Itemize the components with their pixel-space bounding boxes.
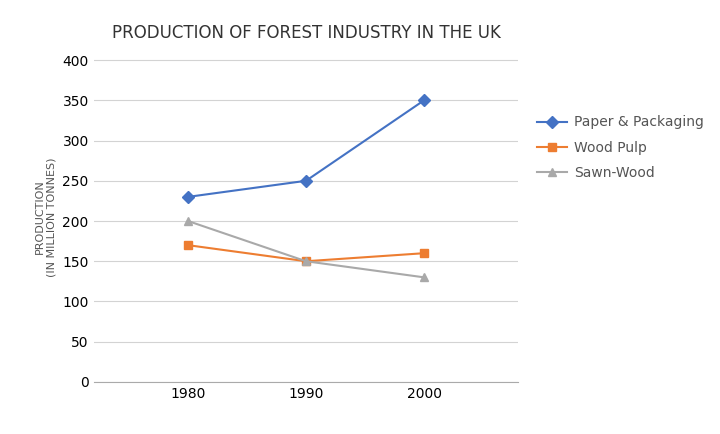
Line: Wood Pulp: Wood Pulp bbox=[184, 241, 428, 266]
Legend: Paper & Packaging, Wood Pulp, Sawn-Wood: Paper & Packaging, Wood Pulp, Sawn-Wood bbox=[530, 108, 711, 187]
Sawn-Wood bbox=[302, 259, 310, 264]
Sawn-Wood bbox=[184, 218, 192, 224]
Sawn-Wood bbox=[420, 275, 428, 280]
Wood Pulp bbox=[420, 250, 428, 256]
Paper & Packaging bbox=[302, 178, 310, 184]
Wood Pulp bbox=[302, 259, 310, 264]
Paper & Packaging bbox=[420, 98, 428, 103]
Paper & Packaging bbox=[184, 194, 192, 200]
Line: Paper & Packaging: Paper & Packaging bbox=[184, 96, 428, 201]
Wood Pulp bbox=[184, 243, 192, 248]
Y-axis label: PRODUCTION
(IN MILLION TONNES): PRODUCTION (IN MILLION TONNES) bbox=[35, 157, 57, 277]
Title: PRODUCTION OF FOREST INDUSTRY IN THE UK: PRODUCTION OF FOREST INDUSTRY IN THE UK bbox=[112, 24, 500, 42]
Line: Sawn-Wood: Sawn-Wood bbox=[184, 217, 428, 282]
